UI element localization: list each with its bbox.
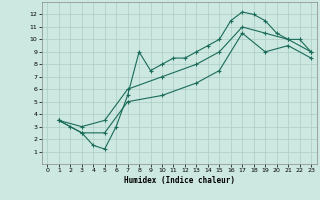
X-axis label: Humidex (Indice chaleur): Humidex (Indice chaleur) [124,176,235,185]
